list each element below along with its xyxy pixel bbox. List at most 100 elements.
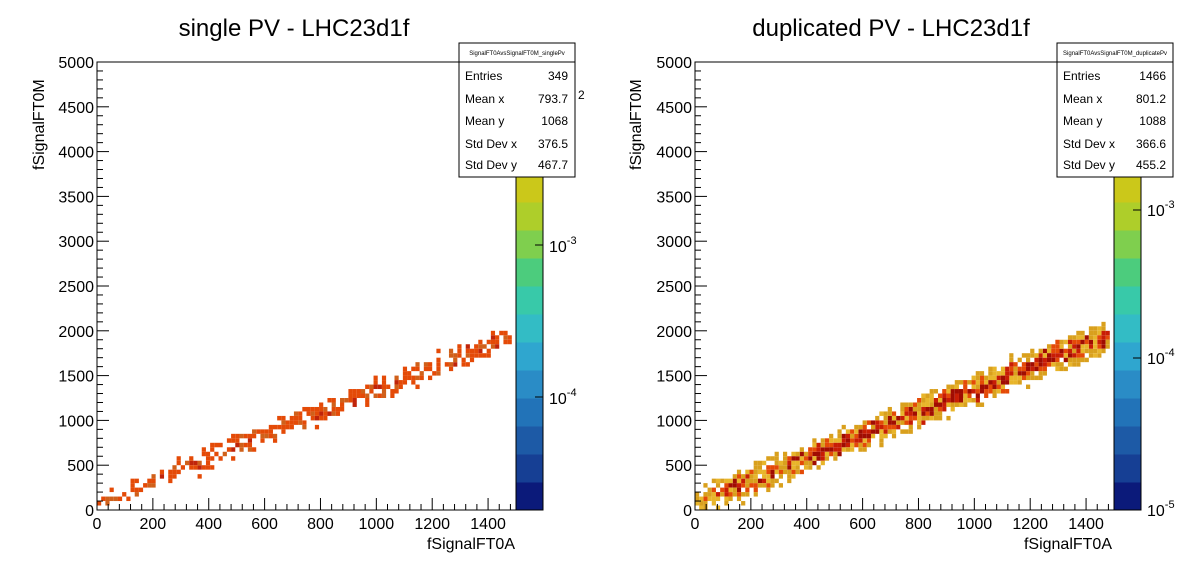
histogram-cell xyxy=(992,371,997,376)
histogram-cell xyxy=(954,384,959,390)
histogram-cell xyxy=(231,438,236,443)
histogram-cell xyxy=(766,469,771,475)
histogram-cell xyxy=(958,402,964,407)
histogram-cell xyxy=(302,406,307,412)
histogram-cell xyxy=(1013,366,1018,372)
stats-label-mean-x: Mean x xyxy=(1063,92,1102,106)
histogram-cell xyxy=(1038,362,1043,367)
histogram-cell xyxy=(369,389,374,394)
color-scale-band xyxy=(1114,342,1141,371)
histogram-cell xyxy=(205,465,211,470)
x-tick-label: 800 xyxy=(905,516,932,533)
histogram-cell xyxy=(1105,330,1110,336)
histogram-cell xyxy=(929,393,934,398)
histogram-cell xyxy=(703,492,708,497)
histogram-cell xyxy=(1042,362,1047,367)
histogram-cell xyxy=(979,402,985,407)
histogram-cell xyxy=(904,415,909,421)
color-scale-band xyxy=(516,230,543,259)
histogram-cell xyxy=(193,465,198,470)
color-scale-band xyxy=(516,370,543,399)
histogram-cell xyxy=(870,424,876,430)
histogram-cell xyxy=(979,375,985,381)
histogram-cell xyxy=(1072,353,1077,358)
histogram-cell xyxy=(465,344,470,349)
histogram-cell xyxy=(732,492,737,497)
histogram-cell xyxy=(979,389,985,394)
histogram-cell xyxy=(1046,357,1052,363)
histogram-cell xyxy=(97,501,102,506)
histogram-cell xyxy=(921,415,926,421)
histogram-cell xyxy=(419,375,424,381)
y-tick-label: 2500 xyxy=(656,279,692,296)
colorbar-label-1e-5: 10-5 xyxy=(1147,499,1175,520)
histogram-cell xyxy=(268,429,273,434)
histogram-cell xyxy=(398,384,403,390)
histogram-cell xyxy=(340,402,345,407)
histogram-cell xyxy=(963,393,968,398)
histogram-cell xyxy=(1105,339,1110,345)
histogram-cell xyxy=(950,406,955,412)
histogram-cell xyxy=(1030,371,1035,376)
histogram-cell xyxy=(975,402,980,407)
histogram-cell xyxy=(1042,357,1047,363)
histogram-cell xyxy=(1097,326,1102,331)
histogram-cell xyxy=(335,406,341,412)
histogram-cell xyxy=(293,411,299,416)
histogram-cell xyxy=(988,375,993,381)
histogram-cell xyxy=(946,389,951,394)
histogram-cell xyxy=(1063,339,1068,345)
stats-value-entries: 349 xyxy=(548,69,568,83)
x-tick-label: 1000 xyxy=(359,516,395,533)
histogram-cell xyxy=(369,384,374,390)
histogram-cell xyxy=(745,474,750,479)
histogram-cell xyxy=(942,402,947,407)
histogram-cell xyxy=(1084,339,1089,345)
histogram-cell xyxy=(314,415,320,421)
histogram-cell xyxy=(1013,362,1018,367)
histogram-cell xyxy=(829,451,834,457)
histogram-cell xyxy=(243,433,248,439)
y-tick-label: 2000 xyxy=(58,324,94,341)
x-tick-label: 600 xyxy=(251,516,278,533)
histogram-cell xyxy=(1030,348,1035,354)
histogram-cell xyxy=(891,411,897,416)
histogram-cell xyxy=(757,469,763,475)
histogram-cell xyxy=(904,411,909,416)
histogram-cell xyxy=(808,456,813,461)
histogram-cell xyxy=(1051,353,1056,358)
y-tick-label: 4500 xyxy=(656,100,692,117)
color-scale-band xyxy=(1114,258,1141,287)
histogram-cell xyxy=(1005,371,1010,376)
histogram-cell xyxy=(862,424,867,430)
histogram-cell xyxy=(979,371,985,376)
histogram-cell xyxy=(850,429,855,434)
histogram-cell xyxy=(1088,344,1094,349)
histogram-cell xyxy=(854,429,859,434)
histogram-cell xyxy=(101,496,106,502)
histogram-cell xyxy=(314,424,320,430)
histogram-cell xyxy=(423,366,429,372)
histogram-cell xyxy=(457,348,462,354)
histogram-cell xyxy=(1009,366,1014,372)
histogram-cell xyxy=(1101,335,1106,340)
histogram-cell xyxy=(862,433,867,439)
histogram-cell xyxy=(344,398,349,403)
histogram-cell xyxy=(833,438,838,443)
y-axis-ticks: 0 500 1000 1500 2000 2500 3000 3500 4000 4500 5000 xyxy=(58,55,109,520)
histogram-cell xyxy=(837,438,842,443)
histogram-cell xyxy=(950,398,955,403)
color-scale-band xyxy=(516,482,543,511)
x-axis-ticks: 0 200 400 600 800 1000 1200 1400 xyxy=(93,498,511,533)
stats-label-std-dev-y: Std Dev y xyxy=(465,158,517,172)
histogram-cell xyxy=(285,420,290,425)
histogram-cell xyxy=(302,424,307,430)
stats-label-std-dev-x: Std Dev x xyxy=(465,137,517,151)
histogram-cell xyxy=(703,501,708,506)
histogram-cell xyxy=(1038,357,1043,363)
histogram-cells xyxy=(97,330,512,506)
color-scale-band xyxy=(516,426,543,455)
histogram-cell xyxy=(862,429,867,434)
histogram-cell xyxy=(323,411,328,416)
histogram-cell xyxy=(197,460,202,466)
